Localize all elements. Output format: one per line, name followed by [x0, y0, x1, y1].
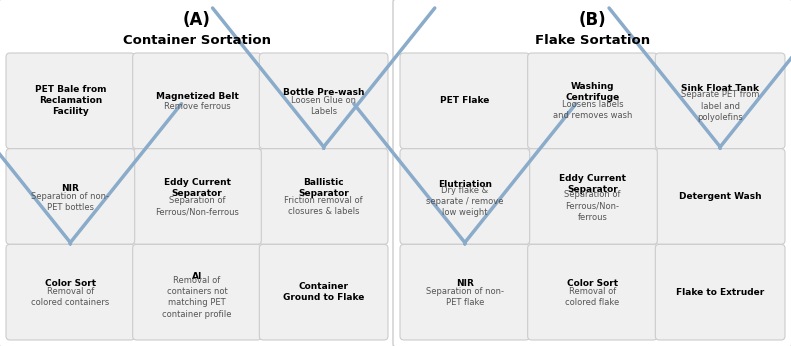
Text: Sink Float Tank: Sink Float Tank: [681, 84, 759, 93]
FancyBboxPatch shape: [6, 53, 134, 149]
Text: Bottle Pre-wash: Bottle Pre-wash: [283, 88, 365, 97]
Text: Washing
Centrifuge: Washing Centrifuge: [566, 82, 619, 102]
Text: Container
Ground to Flake: Container Ground to Flake: [283, 282, 365, 302]
Text: Removal of
colored flake: Removal of colored flake: [566, 288, 619, 308]
FancyBboxPatch shape: [393, 0, 791, 346]
Text: (A): (A): [183, 11, 211, 29]
Text: Remove ferrous: Remove ferrous: [164, 102, 230, 111]
FancyBboxPatch shape: [6, 149, 134, 244]
Text: Magnetized Belt: Magnetized Belt: [156, 92, 238, 101]
Text: Separation of non-
PET flake: Separation of non- PET flake: [426, 288, 504, 308]
Text: Separation of
Ferrous/Non-ferrous: Separation of Ferrous/Non-ferrous: [155, 196, 239, 216]
FancyBboxPatch shape: [655, 244, 785, 340]
Text: Elutriation: Elutriation: [438, 180, 492, 189]
Text: NIR: NIR: [456, 279, 474, 288]
FancyBboxPatch shape: [400, 53, 530, 149]
FancyBboxPatch shape: [133, 149, 261, 244]
Text: Separate PET from
label and
polyolefins: Separate PET from label and polyolefins: [681, 91, 759, 122]
Text: Flake to Extruder: Flake to Extruder: [676, 288, 764, 297]
Text: AI: AI: [191, 272, 202, 281]
Text: (B): (B): [579, 11, 607, 29]
Text: NIR: NIR: [62, 183, 79, 192]
Text: Color Sort: Color Sort: [45, 279, 96, 288]
FancyBboxPatch shape: [400, 244, 530, 340]
Text: Removal of
containers not
matching PET
container profile: Removal of containers not matching PET c…: [162, 276, 232, 319]
FancyBboxPatch shape: [528, 53, 657, 149]
Text: Eddy Current
Separator: Eddy Current Separator: [164, 178, 230, 198]
Text: Separation of non-
PET bottles: Separation of non- PET bottles: [32, 192, 109, 212]
FancyBboxPatch shape: [655, 53, 785, 149]
Text: Eddy Current
Separator: Eddy Current Separator: [559, 174, 626, 194]
FancyBboxPatch shape: [528, 244, 657, 340]
Text: PET Bale from
Reclamation
Facility: PET Bale from Reclamation Facility: [35, 85, 106, 117]
Text: Flake Sortation: Flake Sortation: [535, 34, 650, 46]
Text: Loosens labels
and removes wash: Loosens labels and removes wash: [553, 100, 632, 120]
FancyBboxPatch shape: [528, 149, 657, 244]
Text: Friction removal of
closures & labels: Friction removal of closures & labels: [284, 196, 363, 216]
FancyBboxPatch shape: [133, 53, 261, 149]
Text: Color Sort: Color Sort: [567, 279, 618, 288]
FancyBboxPatch shape: [400, 149, 530, 244]
FancyBboxPatch shape: [6, 244, 134, 340]
Text: Separation of
Ferrous/Non-
ferrous: Separation of Ferrous/Non- ferrous: [564, 190, 621, 221]
FancyBboxPatch shape: [259, 149, 388, 244]
FancyBboxPatch shape: [259, 244, 388, 340]
Text: PET Flake: PET Flake: [440, 96, 490, 105]
Text: Removal of
colored containers: Removal of colored containers: [31, 288, 109, 308]
Text: Dry flake &
separate / remove
low weight: Dry flake & separate / remove low weight: [426, 186, 504, 217]
Text: Container Sortation: Container Sortation: [123, 34, 271, 46]
Text: Ballistic
Separator: Ballistic Separator: [298, 178, 349, 198]
Text: Detergent Wash: Detergent Wash: [679, 192, 762, 201]
FancyBboxPatch shape: [655, 149, 785, 244]
Text: Loosen Glue on
Labels: Loosen Glue on Labels: [291, 96, 356, 116]
FancyBboxPatch shape: [259, 53, 388, 149]
FancyBboxPatch shape: [133, 244, 261, 340]
FancyBboxPatch shape: [0, 0, 395, 346]
